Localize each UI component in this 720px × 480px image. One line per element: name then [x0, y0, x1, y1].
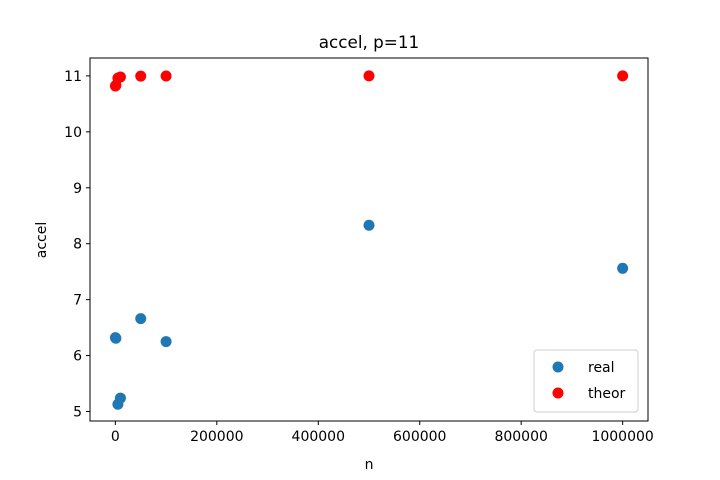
- y-tick-label: 6: [73, 349, 82, 365]
- series-theor: [109, 70, 629, 92]
- data-point-real: [135, 313, 147, 325]
- chart-title: accel, p=11: [319, 32, 419, 52]
- y-tick-label: 5: [73, 404, 82, 420]
- x-tick-label: 800000: [494, 429, 547, 445]
- data-point-theor: [160, 70, 172, 82]
- x-tick-label: 600000: [393, 429, 446, 445]
- data-point-real: [363, 219, 375, 231]
- x-tick-label: 200000: [190, 429, 243, 445]
- data-point-theor: [617, 70, 629, 82]
- x-tick-label: 0: [111, 429, 120, 445]
- y-axis-label: accel: [34, 222, 50, 258]
- data-point-theor: [114, 71, 126, 83]
- legend-marker-real: [552, 361, 564, 373]
- data-point-theor: [363, 70, 375, 82]
- x-axis: 0 200000 400000 600000 800000 1000000: [111, 421, 654, 445]
- data-point-theor: [135, 70, 147, 82]
- y-axis: 5 6 7 8 9 10 11: [64, 69, 90, 420]
- y-tick-label: 11: [64, 69, 82, 85]
- legend-marker-theor: [552, 387, 564, 399]
- legend-box: [533, 349, 639, 413]
- series-real: [109, 219, 629, 410]
- y-tick-label: 9: [73, 181, 82, 197]
- legend: real theor: [533, 349, 639, 413]
- x-axis-label: n: [365, 457, 374, 473]
- legend-label-real: real: [588, 360, 615, 376]
- x-tick-label: 1000000: [591, 429, 653, 445]
- series-layer: [109, 70, 629, 410]
- y-tick-label: 10: [64, 125, 82, 141]
- data-point-real: [114, 392, 126, 404]
- data-point-real: [110, 332, 122, 344]
- x-tick-label: 400000: [292, 429, 345, 445]
- data-point-real: [617, 262, 629, 274]
- y-tick-label: 7: [73, 293, 82, 309]
- plot-frame: [89, 57, 649, 422]
- legend-label-theor: theor: [588, 386, 626, 402]
- y-tick-label: 8: [73, 237, 82, 253]
- data-point-real: [160, 336, 172, 348]
